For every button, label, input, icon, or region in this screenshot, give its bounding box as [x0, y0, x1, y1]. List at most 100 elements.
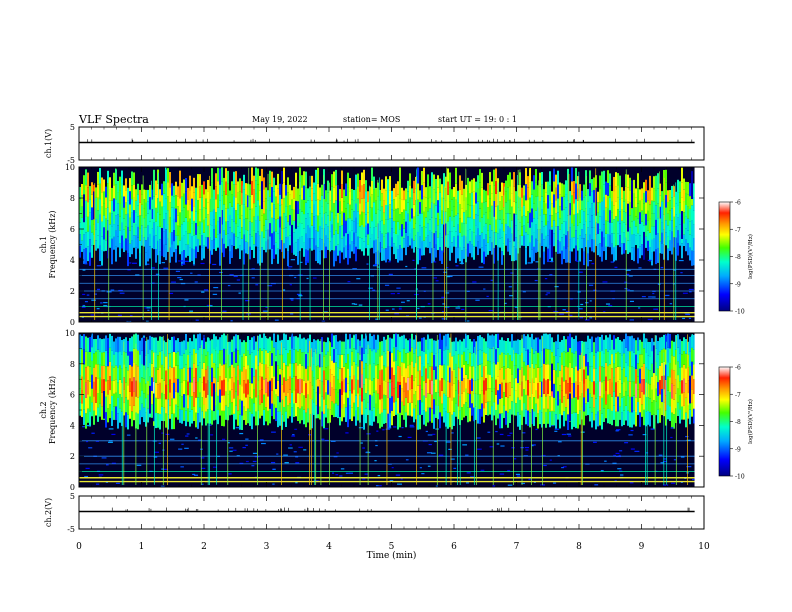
spectrogram-cell — [355, 364, 357, 380]
spectrogram-cell — [591, 239, 593, 252]
spectrogram-cell — [513, 458, 517, 460]
spectrogram-cell — [488, 310, 494, 312]
spectrogram-cell — [373, 227, 375, 241]
spectrogram-cell — [245, 460, 249, 463]
spectrogram-cell — [305, 202, 307, 219]
spectrogram-cell — [335, 185, 337, 201]
spectrogram-cell — [263, 364, 265, 380]
spectrogram-cell — [247, 365, 249, 380]
spectrogram-cell — [563, 221, 565, 235]
spectrogram-cell — [205, 227, 207, 238]
spectrogram-cell — [369, 238, 371, 249]
spectrogram-cell — [199, 392, 201, 408]
spectrogram-cell — [184, 260, 189, 262]
spectrogram-cell — [219, 389, 221, 403]
spectrogram-cell — [285, 237, 287, 249]
spectrogram-cell — [321, 337, 323, 352]
spectrogram-cell — [641, 296, 646, 298]
spectrogram-cell — [107, 366, 109, 381]
spectrogram-cell — [371, 395, 373, 411]
spectrogram-cell — [319, 187, 321, 201]
spectrogram-cell — [501, 367, 503, 383]
spectrogram-cell — [683, 201, 685, 213]
spectrogram-cell — [136, 464, 142, 466]
spectrogram-cell — [143, 208, 145, 219]
spectrogram-cell — [319, 393, 321, 407]
spectrogram-cell — [361, 374, 363, 388]
spectrogram-cell — [493, 362, 495, 376]
spectrogram-cell — [399, 366, 401, 383]
spectrogram-cell — [417, 232, 419, 249]
spectrogram-cell — [670, 427, 674, 429]
x-axis-label: Time (min) — [367, 550, 417, 561]
spectrogram-cell — [382, 429, 385, 431]
spectrogram-cell — [667, 236, 669, 249]
spectrogram-cell — [123, 196, 125, 208]
spectrogram-cell — [585, 170, 587, 183]
spectrogram-cell — [323, 399, 325, 414]
spectrogram-cell — [527, 222, 529, 235]
spectrogram-cell — [547, 208, 549, 222]
spectrogram-cell — [405, 382, 407, 398]
spectrogram-cell — [387, 205, 389, 220]
spectrogram-cell — [453, 383, 455, 398]
spectrogram-cell — [82, 426, 85, 428]
spectrogram-cell — [275, 394, 277, 408]
spectrogram-cell — [639, 412, 641, 427]
spectrogram-cell — [577, 176, 579, 189]
spectrogram-cell — [651, 389, 653, 403]
spectrogram-cell — [501, 382, 503, 398]
spectrogram-cell — [379, 399, 381, 414]
spectrogram-cell — [447, 181, 449, 195]
spectrogram-cell — [253, 216, 255, 231]
spectrogram-cell — [689, 183, 691, 197]
spectrogram-cell — [87, 408, 89, 423]
spectrogram-cell — [343, 379, 345, 393]
spectrogram-cell — [619, 223, 621, 236]
spectrogram-cell — [687, 230, 689, 244]
spectrogram-cell — [155, 412, 157, 429]
spectrogram-cell — [177, 378, 179, 393]
spectrogram-cell — [507, 226, 509, 239]
spectrogram-cell — [187, 199, 189, 211]
spectrogram-cell — [311, 342, 313, 357]
spectrogram-cell — [585, 221, 587, 235]
spectrogram-cell — [217, 410, 219, 425]
spectrogram-cell — [261, 350, 263, 364]
spectrogram-cell — [467, 407, 469, 423]
spectrogram-cell — [223, 230, 225, 244]
spectrogram-cell — [463, 338, 465, 352]
spectrogram-cell — [119, 336, 121, 352]
spectrogram-cell — [163, 468, 169, 470]
spectrogram-cell — [552, 482, 557, 484]
colorbar-tick-label: -7 — [735, 392, 741, 399]
spectrogram-cell — [601, 216, 603, 232]
spectrogram-cell — [495, 334, 497, 350]
spectrogram-cell — [485, 234, 487, 246]
spectrogram-cell — [135, 189, 137, 201]
spectrogram-cell — [535, 364, 537, 378]
spectrogram-cell — [223, 217, 225, 231]
spectrogram-cell — [189, 247, 191, 262]
spectrogram-cell — [119, 292, 125, 294]
spectrogram-cell — [171, 207, 173, 221]
spectrogram-cell — [577, 341, 579, 357]
spectrogram-cell — [647, 410, 649, 425]
spectrogram-cell — [397, 292, 400, 295]
spectrogram-cell — [103, 365, 105, 380]
spectrogram-cell — [417, 307, 420, 310]
spectrogram-cell — [177, 351, 179, 366]
spectrogram-cell — [309, 382, 311, 399]
spectrogram-cell — [479, 364, 481, 380]
spectrogram-cell — [543, 333, 545, 349]
spectrogram-cell — [349, 348, 351, 363]
spectrogram-cell — [427, 186, 429, 199]
spectrogram-cell — [631, 335, 633, 352]
spectrogram-cell — [283, 333, 285, 348]
spectrogram-cell — [529, 242, 531, 258]
spectrogram-cell — [519, 355, 521, 370]
spectrogram-cell — [443, 379, 445, 394]
spectrogram-cell — [433, 218, 435, 234]
spectrogram-cell — [111, 226, 113, 239]
spectrogram-cell — [411, 375, 413, 389]
